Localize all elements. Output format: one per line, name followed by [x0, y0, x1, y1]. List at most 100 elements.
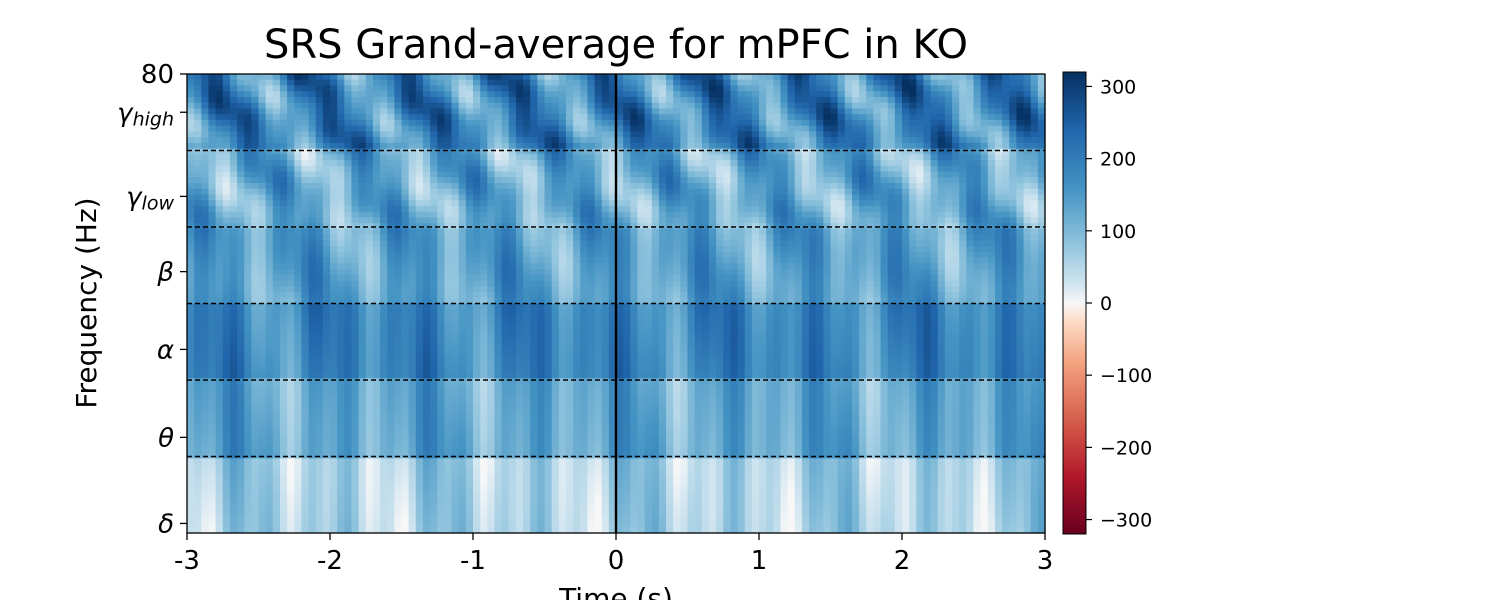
heatmap-cell	[644, 286, 653, 293]
heatmap-cell	[265, 257, 274, 264]
heatmap-cell	[437, 263, 445, 270]
heatmap-cell	[966, 286, 975, 293]
heatmap-cell	[701, 297, 710, 305]
heatmap-cell	[401, 280, 410, 287]
heatmap-cell	[237, 102, 245, 110]
heatmap-cell	[737, 102, 746, 110]
heatmap-cell	[458, 246, 467, 253]
heatmap-cell	[694, 125, 703, 132]
heatmap-cell	[873, 297, 882, 305]
heatmap-cell	[973, 85, 982, 92]
heatmap-cell	[644, 85, 653, 92]
heatmap-cell	[451, 131, 460, 138]
heatmap-cell	[1023, 194, 1032, 201]
heatmap-cell	[794, 274, 803, 282]
heatmap-cell	[594, 85, 603, 92]
heatmap-cell	[287, 205, 295, 213]
heatmap-cell	[1037, 286, 1046, 293]
heatmap-cell	[751, 200, 760, 207]
heatmap-cell	[952, 183, 960, 190]
heatmap-cell	[1009, 74, 1017, 81]
heatmap-cell	[909, 205, 917, 213]
heatmap-cell	[1037, 137, 1046, 144]
heatmap-cell	[537, 274, 546, 282]
heatmap-cell	[258, 240, 267, 247]
heatmap-cell	[551, 257, 560, 264]
heatmap-cell	[430, 188, 438, 196]
heatmap-cell	[294, 274, 302, 282]
heatmap-cell	[902, 96, 910, 104]
heatmap-cell	[365, 246, 374, 253]
heatmap-cell	[337, 240, 345, 247]
heatmap-cell	[530, 142, 538, 150]
heatmap-cell	[501, 188, 510, 196]
heatmap-cell	[830, 200, 839, 207]
heatmap-cell	[701, 286, 710, 293]
heatmap-cell	[766, 114, 774, 121]
heatmap-cell	[902, 240, 910, 247]
heatmap-cell	[415, 183, 424, 190]
heatmap-cell	[422, 292, 431, 299]
heatmap-cell	[530, 177, 538, 184]
heatmap-cell	[916, 263, 925, 270]
heatmap-cell	[515, 251, 524, 259]
heatmap-cell	[473, 137, 481, 144]
heatmap-cell	[408, 228, 417, 236]
heatmap-cell	[222, 154, 231, 161]
heatmap-cell	[701, 228, 710, 236]
heatmap-cell	[458, 228, 467, 236]
heatmap-cell	[458, 297, 467, 305]
heatmap-cell	[301, 91, 310, 98]
heatmap-cell	[351, 280, 360, 287]
heatmap-cell	[1023, 292, 1032, 299]
heatmap-cell	[415, 108, 424, 115]
heatmap-cell	[980, 142, 989, 150]
heatmap-cell	[723, 194, 731, 201]
heatmap-cell	[787, 96, 796, 104]
heatmap-cell	[751, 251, 760, 259]
heatmap-cell	[973, 274, 982, 282]
heatmap-cell	[916, 257, 925, 264]
heatmap-cell	[1016, 74, 1025, 81]
heatmap-cell	[294, 96, 302, 104]
heatmap-cell	[315, 303, 324, 310]
heatmap-cell	[844, 177, 853, 184]
heatmap-cell	[823, 263, 832, 270]
heatmap-cell	[487, 108, 496, 115]
heatmap-cell	[301, 228, 310, 236]
heatmap-cell	[794, 79, 803, 87]
heatmap-cell	[194, 160, 202, 167]
heatmap-cell	[508, 200, 517, 207]
heatmap-cell	[487, 205, 496, 213]
heatmap-cell	[551, 234, 560, 241]
heatmap-cell	[651, 274, 660, 282]
heatmap-cell	[194, 297, 202, 305]
heatmap-cell	[480, 160, 488, 167]
heatmap-cell	[780, 234, 789, 241]
heatmap-cell	[201, 257, 210, 264]
heatmap-cell	[623, 228, 631, 236]
heatmap-cell	[880, 91, 889, 98]
heatmap-cell	[902, 108, 910, 115]
heatmap-cell	[565, 131, 574, 138]
heatmap-cell	[751, 263, 760, 270]
heatmap-cell	[551, 263, 560, 270]
heatmap-cell	[372, 148, 381, 155]
heatmap-cell	[923, 303, 932, 310]
heatmap-cell	[637, 194, 646, 201]
heatmap-cell	[565, 200, 574, 207]
heatmap-cell	[194, 292, 202, 299]
heatmap-cell	[1009, 96, 1017, 104]
heatmap-cell	[394, 148, 403, 155]
heatmap-cell	[422, 171, 431, 178]
heatmap-cell	[694, 74, 703, 81]
heatmap-cell	[873, 183, 882, 190]
heatmap-cell	[844, 200, 853, 207]
heatmap-cell	[408, 96, 417, 104]
heatmap-cell	[894, 211, 903, 219]
heatmap-cell	[644, 171, 653, 178]
heatmap-cell	[287, 148, 295, 155]
heatmap-cell	[473, 234, 481, 241]
heatmap-cell	[601, 160, 610, 167]
heatmap-cell	[515, 194, 524, 201]
